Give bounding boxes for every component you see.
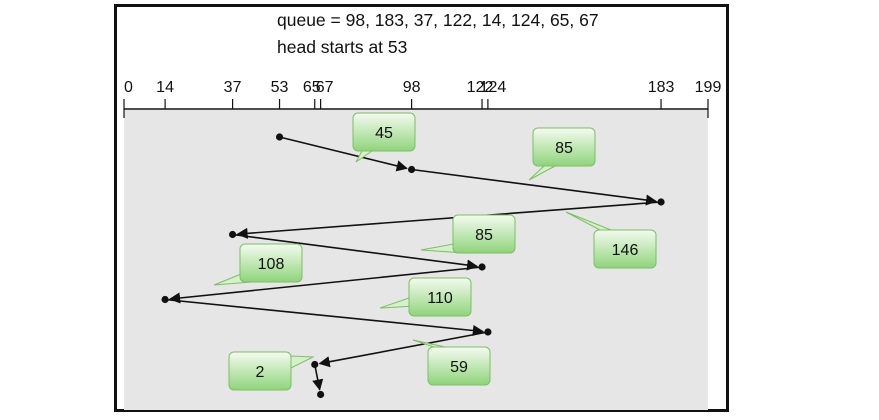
request-point <box>311 360 319 369</box>
request-point <box>275 133 284 141</box>
tick-label: 65 <box>303 79 321 96</box>
tick-label: 0 <box>124 79 133 96</box>
request-point <box>317 390 325 399</box>
request-point <box>407 165 416 174</box>
distance-callout: 108 <box>213 243 303 286</box>
distance-callout: 110 <box>379 277 472 317</box>
queue-label: queue = 98, 183, 37, 122, 14, 124, 65, 6… <box>277 10 599 30</box>
distance-callout: 2 <box>228 351 315 391</box>
request-point <box>484 328 492 336</box>
head-start-label: head starts at 53 <box>277 37 408 57</box>
request-point <box>657 198 665 206</box>
distance-label: 85 <box>555 140 573 157</box>
head-movement-arrow <box>236 201 662 239</box>
head-movement-arrow <box>168 266 483 304</box>
distance-callout: 85 <box>528 127 596 181</box>
tick-label: 14 <box>156 79 174 96</box>
head-movement-arrow <box>165 298 485 337</box>
request-point <box>161 295 169 304</box>
head-movement-arrow <box>232 233 479 271</box>
distance-callout: 146 <box>565 211 657 269</box>
distance-label: 85 <box>475 227 493 244</box>
head-movement-arrow <box>411 168 658 206</box>
tick-label: 67 <box>316 79 334 96</box>
tick-label: 124 <box>480 79 507 96</box>
request-point <box>478 263 486 271</box>
tick-label: 199 <box>695 79 722 96</box>
tick-label: 98 <box>403 79 421 96</box>
head-movement-arrow <box>279 136 408 172</box>
distance-label: 108 <box>258 256 285 273</box>
distance-callout: 59 <box>412 339 491 386</box>
tick-label: 183 <box>648 79 675 96</box>
tick-label: 122 <box>467 79 494 96</box>
distance-label: 2 <box>256 364 265 381</box>
distance-label: 110 <box>427 290 453 307</box>
head-movement-arrow <box>312 364 324 391</box>
distance-label: 146 <box>612 242 639 259</box>
tick-label: 53 <box>271 79 289 96</box>
distance-label: 45 <box>375 125 393 142</box>
distance-callout: 85 <box>420 214 516 254</box>
tick-label: 37 <box>224 79 242 96</box>
request-point <box>228 230 237 239</box>
distance-label: 59 <box>450 359 468 376</box>
head-movement-arrow <box>318 331 489 368</box>
distance-callout: 45 <box>352 112 416 163</box>
